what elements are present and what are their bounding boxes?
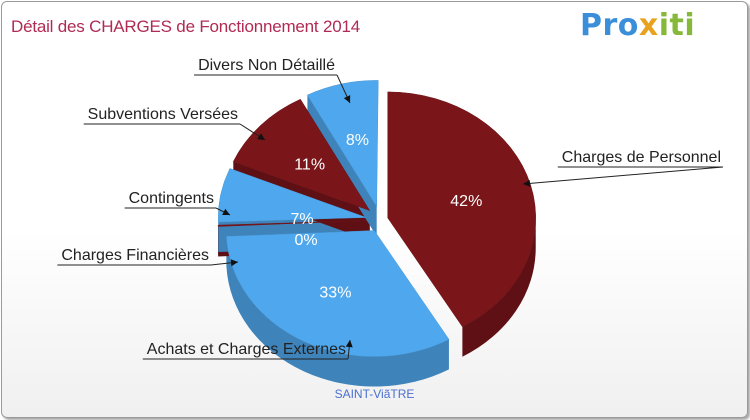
slice-label-charges-financi-res: Charges Financières [61,247,209,264]
logo-part-x: x [638,8,659,43]
slice-achats-et-charges-externes [226,230,450,357]
slice-label-charges-de-personnel: Charges de Personnel [562,149,721,166]
logo-part-iti: iti [658,8,696,43]
leader-arrow-charges-de-personnel [523,179,531,187]
leader-line-contingents [124,207,231,216]
slice-label-subventions-vers-es: Subventions Versées [88,106,238,123]
slice-percent-charges-de-personnel: 42% [450,193,482,210]
slice-divers-non-d-taill- [307,80,379,208]
slice-percent-subventions-vers-es: 11% [294,157,325,174]
slice-subventions-vers-es [232,98,371,212]
leader-arrow-divers-non-d-taill- [343,95,351,103]
leader-line-subventions-vers-es [83,123,266,141]
proxiti-logo: Proxiti [580,8,695,43]
slice-percent-contingents: 7% [290,211,313,228]
slice-percent-achats-et-charges-externes: 33% [319,284,351,301]
slice-label-contingents: Contingents [129,190,214,207]
slice-side-achats-et-charges-externes [226,236,449,387]
slice-charges-de-personnel [387,91,536,328]
slice-percent-divers-non-d-taill-: 8% [346,132,369,149]
leader-line-charges-de-personnel [522,166,724,185]
leader-arrow-charges-financi-res [230,259,238,267]
logo-part-pro: Pro [580,8,639,43]
pie-tops [217,80,536,357]
slice-label-achats-et-charges-externes: Achats et Charges Externes [147,341,346,358]
leader-arrow-achats-et-charges-externes [345,340,353,348]
slice-label-divers-non-d-taill-: Divers Non Détaillé [198,57,335,74]
chart-title: Détail des CHARGES de Fonctionnement 201… [11,17,360,36]
slice-contingents [218,168,367,223]
commune-name: SAINT-ViãTRE [334,387,415,401]
leader-arrow-contingents [222,208,230,215]
slice-charges-financi-res [217,220,367,227]
slice-percent-charges-financi-res: 0% [294,232,317,249]
leader-arrow-subventions-vers-es [257,133,265,140]
pie-labels: 42% Charges de Personnel 33% Achats et Char… [57,57,724,360]
slice-side-charges-de-personnel [462,217,536,357]
